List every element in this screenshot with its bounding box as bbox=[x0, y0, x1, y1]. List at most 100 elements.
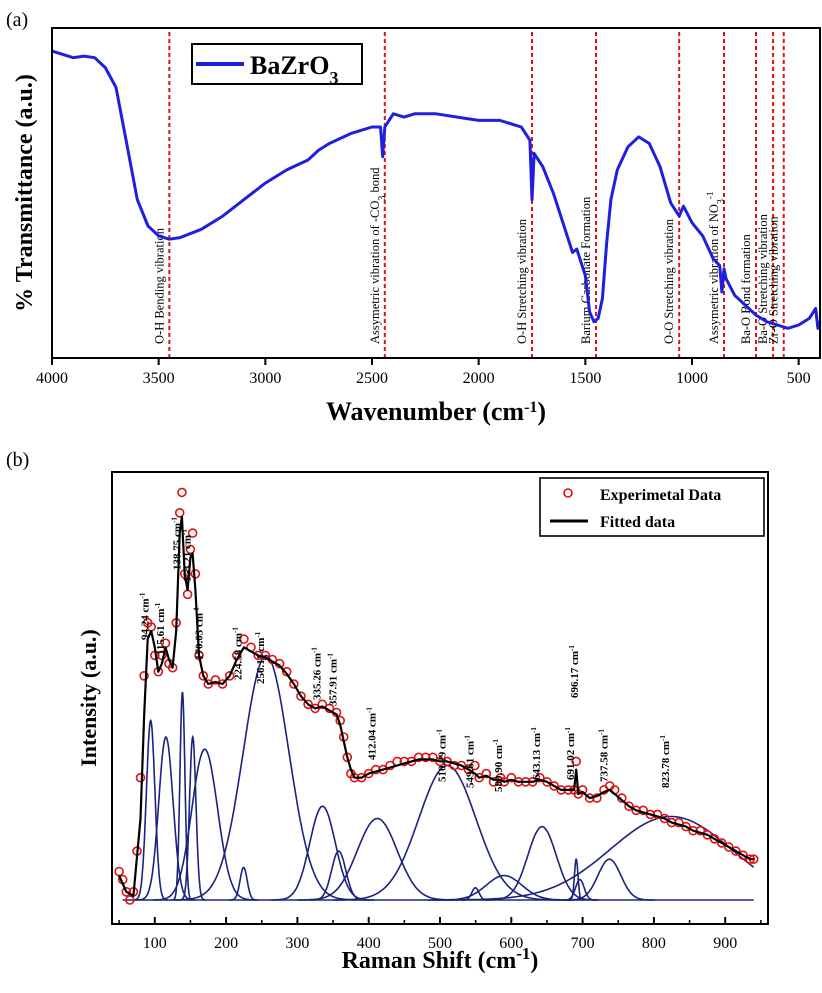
experimental-point bbox=[413, 752, 424, 763]
peak-label-17: 737.58 cm-1 bbox=[597, 729, 610, 782]
experimental-point bbox=[185, 544, 196, 555]
experimental-point bbox=[428, 752, 438, 763]
experimental-point bbox=[659, 813, 670, 824]
experimental-point bbox=[121, 886, 132, 897]
component-peak-10 bbox=[297, 817, 458, 901]
x-tick-label-700: 700 bbox=[571, 935, 595, 952]
experimental-point bbox=[506, 772, 517, 783]
x-axis-label: Wavenumber (cm-1) bbox=[326, 397, 546, 426]
experimental-point bbox=[745, 854, 756, 865]
x-tick-label-500: 500 bbox=[428, 935, 452, 952]
peak-label-10: 412.04 cm-1 bbox=[365, 707, 378, 760]
experimental-point bbox=[139, 670, 149, 681]
annotation-label-4: Barium Carbonate Formation bbox=[579, 196, 593, 344]
experimental-point bbox=[317, 699, 328, 710]
experimental-point bbox=[420, 752, 431, 763]
experimental-point bbox=[738, 850, 748, 861]
experimental-point bbox=[217, 679, 228, 689]
experimental-point bbox=[481, 768, 492, 779]
peak-label-16: 696.17 cm-1 bbox=[568, 645, 581, 698]
annotation-label-2: Assymetric vibration of -CO3 bond bbox=[368, 167, 388, 344]
experimental-point bbox=[224, 670, 235, 681]
annotation-label-5: O-O Stretching vibration bbox=[662, 218, 676, 344]
x-tick-label-900: 900 bbox=[713, 935, 737, 952]
legend-label-experimental: Experimetal Data bbox=[600, 487, 721, 504]
panel-label-a: (a) bbox=[6, 9, 28, 31]
x-tick-label-1500: 1500 bbox=[569, 370, 601, 387]
experimental-point bbox=[709, 834, 720, 844]
component-peak-8 bbox=[271, 805, 374, 901]
peak-label-11: 510.29 cm-1 bbox=[435, 729, 448, 782]
experimental-point bbox=[571, 756, 582, 767]
legend-label-bazro3: BaZrO3 bbox=[250, 51, 338, 88]
x-tick-label-2000: 2000 bbox=[463, 370, 495, 387]
peak-label-1: 94.24 cm-1 bbox=[139, 592, 152, 640]
experimental-point bbox=[303, 699, 313, 710]
peak-label-14: 643.13 cm-1 bbox=[530, 727, 543, 780]
legend-marker-experimental bbox=[563, 488, 573, 498]
experimental-point bbox=[182, 589, 193, 600]
experimental-point bbox=[631, 805, 641, 816]
series-line-bazro3 bbox=[51, 49, 822, 330]
peak-label-5: 170.03 cm-1 bbox=[193, 607, 206, 660]
experimental-point bbox=[470, 760, 480, 771]
experimental-point bbox=[716, 838, 727, 848]
annotation-label-7: Ba-O Bond formation bbox=[739, 234, 753, 344]
experimental-point bbox=[210, 675, 221, 685]
x-axis-label: Raman Shift (cm-1) bbox=[342, 944, 539, 975]
peak-label-18: 823.78 cm-1 bbox=[659, 735, 672, 788]
plot-frame bbox=[111, 471, 769, 925]
panel-a-chart: (a) O-H Bending vibration Assymetric vibra… bbox=[6, 9, 822, 426]
x-tick-label-300: 300 bbox=[285, 935, 309, 952]
x-tick-label-4000: 4000 bbox=[36, 370, 68, 387]
x-tick-label-3000: 3000 bbox=[249, 370, 281, 387]
plot-frame bbox=[51, 27, 821, 359]
x-tick-label-2500: 2500 bbox=[356, 370, 388, 387]
peak-label-15: 691.02 cm-1 bbox=[564, 727, 577, 780]
x-tick-label-500: 500 bbox=[787, 370, 811, 387]
peak-label-9: 357.91 cm-1 bbox=[327, 653, 340, 706]
component-peak-7 bbox=[174, 654, 358, 901]
component-peak-4 bbox=[179, 734, 206, 901]
peak-label-3: 138.75 cm-1 bbox=[170, 517, 183, 570]
x-tick-label-100: 100 bbox=[143, 935, 167, 952]
y-axis-label: % Transmittance (a.u.) bbox=[12, 74, 38, 312]
experimental-point bbox=[702, 829, 713, 840]
y-axis-label: Intensity (a.u.) bbox=[76, 629, 101, 767]
x-tick-label-200: 200 bbox=[214, 935, 238, 952]
x-tick-label-800: 800 bbox=[642, 935, 666, 952]
experimental-point bbox=[174, 507, 185, 518]
panel-label-b: (b) bbox=[6, 449, 29, 471]
peak-label-12: 549.61 cm-1 bbox=[463, 735, 476, 788]
experimental-point bbox=[723, 842, 734, 852]
annotation-label-3: O-H Stretching vibration bbox=[515, 218, 529, 344]
component-peak-14 bbox=[485, 825, 600, 901]
experimental-point bbox=[187, 528, 198, 538]
peak-label-6: 224.58 cm-1 bbox=[232, 627, 245, 680]
component-peak-5 bbox=[153, 748, 257, 901]
legend-box bbox=[539, 477, 765, 537]
annotation-label-1: O-H Bending vibration bbox=[152, 227, 166, 344]
experimental-point bbox=[549, 781, 559, 791]
experimental-point bbox=[177, 487, 187, 498]
experimental-point bbox=[296, 691, 306, 702]
x-tick-label-600: 600 bbox=[499, 935, 523, 952]
fitted-line bbox=[118, 515, 754, 897]
experimental-point bbox=[624, 801, 634, 812]
peak-label-8: 335.26 cm-1 bbox=[311, 647, 324, 700]
peak-label-4: 153.21 cm-1 bbox=[181, 529, 194, 582]
legend-label-fitted: Fitted data bbox=[600, 514, 675, 531]
component-peak-3 bbox=[172, 691, 193, 901]
experimental-point bbox=[731, 846, 741, 856]
experimental-point bbox=[253, 650, 264, 661]
peak-label-7: 256.11 cm-1 bbox=[254, 631, 267, 684]
experimental-point bbox=[135, 772, 146, 783]
annotation-label-9: Zr-O Stretching vibration bbox=[767, 216, 781, 344]
component-peak-6 bbox=[229, 866, 258, 901]
component-peak-17 bbox=[563, 858, 655, 901]
x-tick-label-1000: 1000 bbox=[676, 370, 708, 387]
component-peak-1 bbox=[133, 718, 168, 901]
peak-label-2: 115.61 cm-1 bbox=[154, 602, 167, 655]
